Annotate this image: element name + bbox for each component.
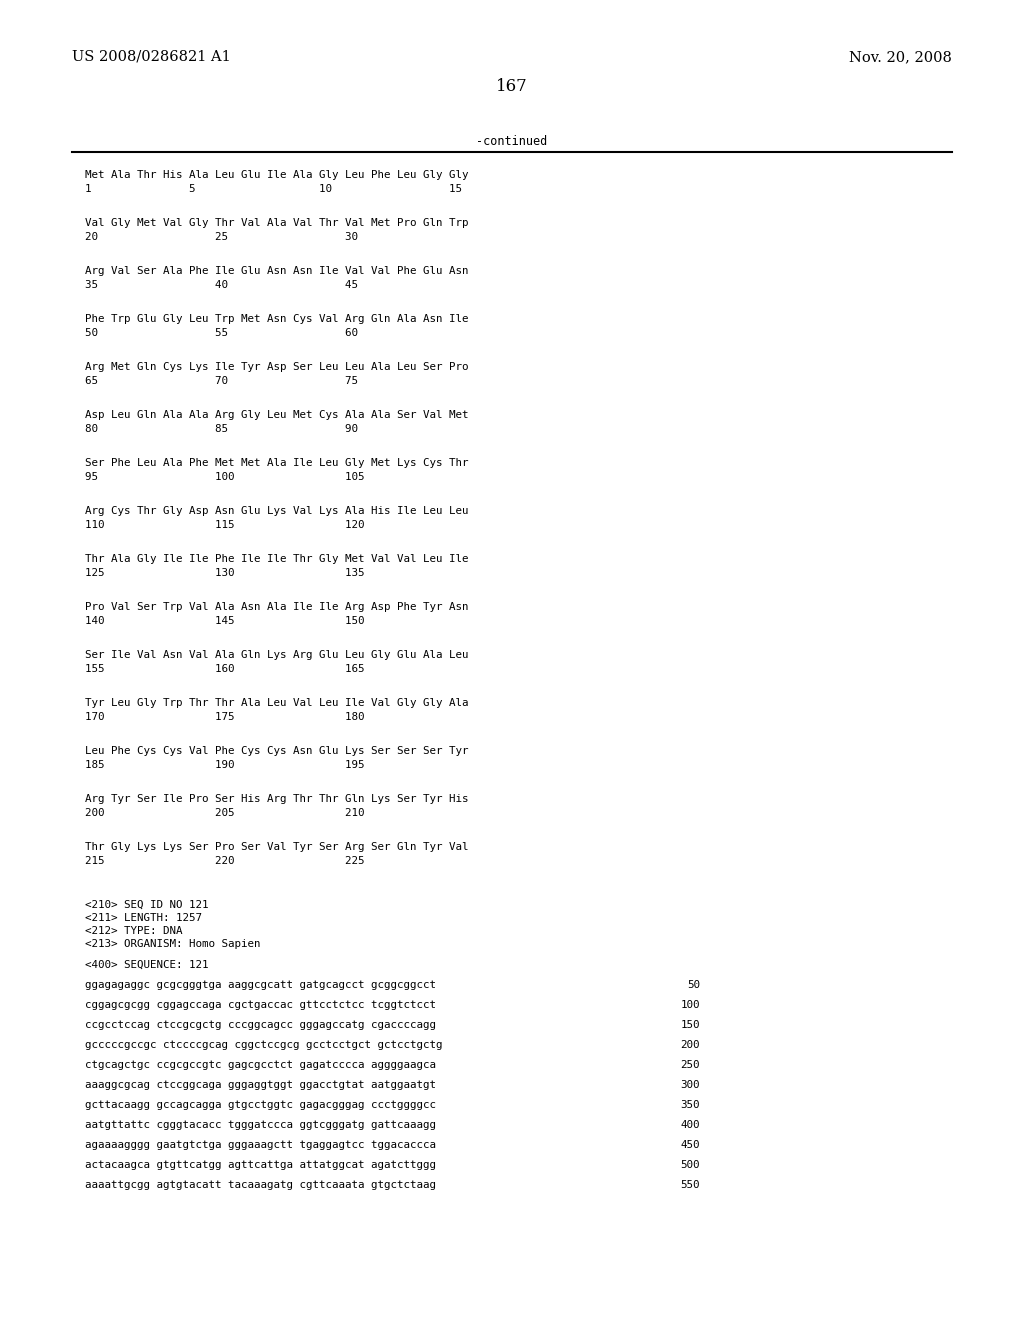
Text: 80                  85                  90: 80 85 90: [85, 424, 358, 434]
Text: 155                 160                 165: 155 160 165: [85, 664, 365, 675]
Text: Thr Ala Gly Ile Ile Phe Ile Ile Thr Gly Met Val Val Leu Ile: Thr Ala Gly Ile Ile Phe Ile Ile Thr Gly …: [85, 554, 469, 564]
Text: Arg Val Ser Ala Phe Ile Glu Asn Asn Ile Val Val Phe Glu Asn: Arg Val Ser Ala Phe Ile Glu Asn Asn Ile …: [85, 267, 469, 276]
Text: <400> SEQUENCE: 121: <400> SEQUENCE: 121: [85, 960, 209, 970]
Text: 140                 145                 150: 140 145 150: [85, 616, 365, 626]
Text: 110                 115                 120: 110 115 120: [85, 520, 365, 531]
Text: 200: 200: [681, 1040, 700, 1049]
Text: 500: 500: [681, 1160, 700, 1170]
Text: ggagagaggc gcgcgggtga aaggcgcatt gatgcagcct gcggcggcct: ggagagaggc gcgcgggtga aaggcgcatt gatgcag…: [85, 979, 436, 990]
Text: 550: 550: [681, 1180, 700, 1191]
Text: Tyr Leu Gly Trp Thr Thr Ala Leu Val Leu Ile Val Gly Gly Ala: Tyr Leu Gly Trp Thr Thr Ala Leu Val Leu …: [85, 698, 469, 708]
Text: Asp Leu Gln Ala Ala Arg Gly Leu Met Cys Ala Ala Ser Val Met: Asp Leu Gln Ala Ala Arg Gly Leu Met Cys …: [85, 411, 469, 420]
Text: Ser Phe Leu Ala Phe Met Met Ala Ile Leu Gly Met Lys Cys Thr: Ser Phe Leu Ala Phe Met Met Ala Ile Leu …: [85, 458, 469, 469]
Text: Leu Phe Cys Cys Val Phe Cys Cys Asn Glu Lys Ser Ser Ser Tyr: Leu Phe Cys Cys Val Phe Cys Cys Asn Glu …: [85, 746, 469, 756]
Text: 1               5                   10                  15: 1 5 10 15: [85, 183, 462, 194]
Text: <211> LENGTH: 1257: <211> LENGTH: 1257: [85, 913, 202, 923]
Text: ccgcctccag ctccgcgctg cccggcagcc gggagccatg cgaccccagg: ccgcctccag ctccgcgctg cccggcagcc gggagcc…: [85, 1020, 436, 1030]
Text: <210> SEQ ID NO 121: <210> SEQ ID NO 121: [85, 900, 209, 909]
Text: 450: 450: [681, 1140, 700, 1150]
Text: aaaattgcgg agtgtacatt tacaaagatg cgttcaaata gtgctctaag: aaaattgcgg agtgtacatt tacaaagatg cgttcaa…: [85, 1180, 436, 1191]
Text: 215                 220                 225: 215 220 225: [85, 855, 365, 866]
Text: 50                  55                  60: 50 55 60: [85, 327, 358, 338]
Text: aatgttattc cgggtacacc tgggatccca ggtcgggatg gattcaaagg: aatgttattc cgggtacacc tgggatccca ggtcggg…: [85, 1119, 436, 1130]
Text: agaaaagggg gaatgtctga gggaaagctt tgaggagtcc tggacaccca: agaaaagggg gaatgtctga gggaaagctt tgaggag…: [85, 1140, 436, 1150]
Text: 150: 150: [681, 1020, 700, 1030]
Text: 300: 300: [681, 1080, 700, 1090]
Text: 65                  70                  75: 65 70 75: [85, 376, 358, 385]
Text: 20                  25                  30: 20 25 30: [85, 232, 358, 242]
Text: ctgcagctgc ccgcgccgtc gagcgcctct gagatcccca aggggaagca: ctgcagctgc ccgcgccgtc gagcgcctct gagatcc…: [85, 1060, 436, 1071]
Text: 400: 400: [681, 1119, 700, 1130]
Text: gcccccgccgc ctccccgcag cggctccgcg gcctcctgct gctcctgctg: gcccccgccgc ctccccgcag cggctccgcg gcctcc…: [85, 1040, 442, 1049]
Text: Arg Tyr Ser Ile Pro Ser His Arg Thr Thr Gln Lys Ser Tyr His: Arg Tyr Ser Ile Pro Ser His Arg Thr Thr …: [85, 795, 469, 804]
Text: 350: 350: [681, 1100, 700, 1110]
Text: 167: 167: [496, 78, 528, 95]
Text: gcttacaagg gccagcagga gtgcctggtc gagacgggag ccctggggcc: gcttacaagg gccagcagga gtgcctggtc gagacgg…: [85, 1100, 436, 1110]
Text: Met Ala Thr His Ala Leu Glu Ile Ala Gly Leu Phe Leu Gly Gly: Met Ala Thr His Ala Leu Glu Ile Ala Gly …: [85, 170, 469, 180]
Text: Arg Cys Thr Gly Asp Asn Glu Lys Val Lys Ala His Ile Leu Leu: Arg Cys Thr Gly Asp Asn Glu Lys Val Lys …: [85, 506, 469, 516]
Text: Val Gly Met Val Gly Thr Val Ala Val Thr Val Met Pro Gln Trp: Val Gly Met Val Gly Thr Val Ala Val Thr …: [85, 218, 469, 228]
Text: Arg Met Gln Cys Lys Ile Tyr Asp Ser Leu Leu Ala Leu Ser Pro: Arg Met Gln Cys Lys Ile Tyr Asp Ser Leu …: [85, 362, 469, 372]
Text: 95                  100                 105: 95 100 105: [85, 473, 365, 482]
Text: <213> ORGANISM: Homo Sapien: <213> ORGANISM: Homo Sapien: [85, 939, 260, 949]
Text: 200                 205                 210: 200 205 210: [85, 808, 365, 818]
Text: -continued: -continued: [476, 135, 548, 148]
Text: 250: 250: [681, 1060, 700, 1071]
Text: actacaagca gtgttcatgg agttcattga attatggcat agatcttggg: actacaagca gtgttcatgg agttcattga attatgg…: [85, 1160, 436, 1170]
Text: <212> TYPE: DNA: <212> TYPE: DNA: [85, 927, 182, 936]
Text: Pro Val Ser Trp Val Ala Asn Ala Ile Ile Arg Asp Phe Tyr Asn: Pro Val Ser Trp Val Ala Asn Ala Ile Ile …: [85, 602, 469, 612]
Text: Ser Ile Val Asn Val Ala Gln Lys Arg Glu Leu Gly Glu Ala Leu: Ser Ile Val Asn Val Ala Gln Lys Arg Glu …: [85, 649, 469, 660]
Text: 100: 100: [681, 1001, 700, 1010]
Text: 125                 130                 135: 125 130 135: [85, 568, 365, 578]
Text: 50: 50: [687, 979, 700, 990]
Text: 170                 175                 180: 170 175 180: [85, 711, 365, 722]
Text: Phe Trp Glu Gly Leu Trp Met Asn Cys Val Arg Gln Ala Asn Ile: Phe Trp Glu Gly Leu Trp Met Asn Cys Val …: [85, 314, 469, 323]
Text: Nov. 20, 2008: Nov. 20, 2008: [849, 50, 952, 63]
Text: 185                 190                 195: 185 190 195: [85, 760, 365, 770]
Text: 35                  40                  45: 35 40 45: [85, 280, 358, 290]
Text: Thr Gly Lys Lys Ser Pro Ser Val Tyr Ser Arg Ser Gln Tyr Val: Thr Gly Lys Lys Ser Pro Ser Val Tyr Ser …: [85, 842, 469, 851]
Text: US 2008/0286821 A1: US 2008/0286821 A1: [72, 50, 230, 63]
Text: aaaggcgcag ctccggcaga gggaggtggt ggacctgtat aatggaatgt: aaaggcgcag ctccggcaga gggaggtggt ggacctg…: [85, 1080, 436, 1090]
Text: cggagcgcgg cggagccaga cgctgaccac gttcctctcc tcggtctcct: cggagcgcgg cggagccaga cgctgaccac gttcctc…: [85, 1001, 436, 1010]
